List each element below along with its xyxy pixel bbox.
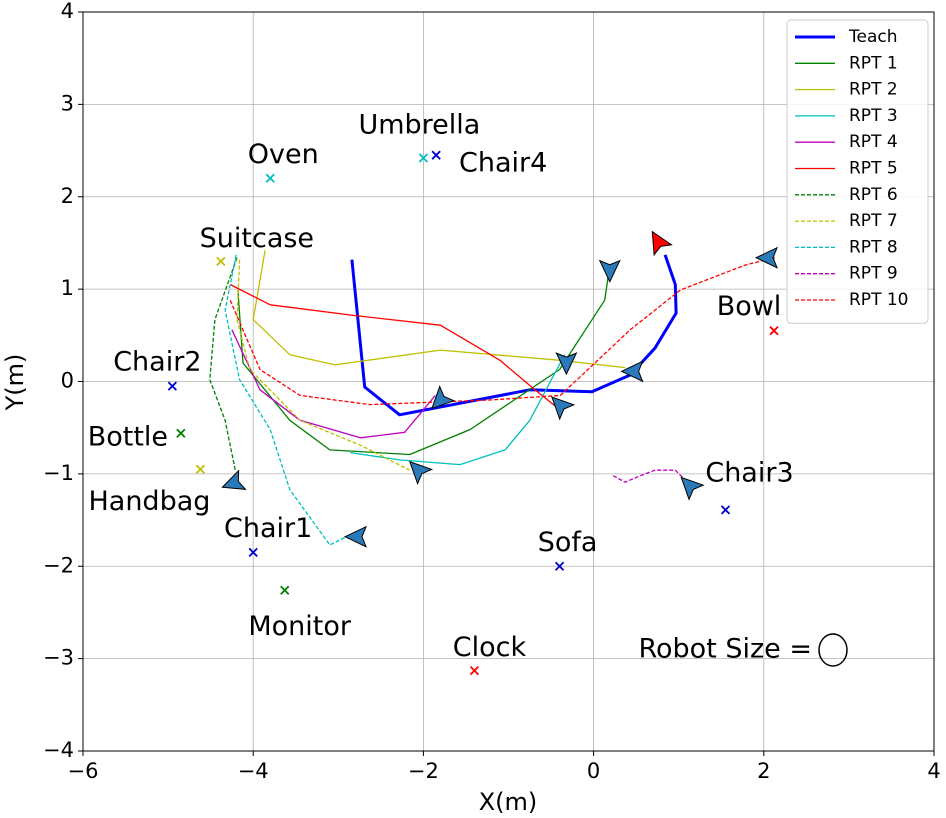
pose-arrow — [551, 396, 576, 421]
object-label: Bottle — [88, 422, 168, 453]
series-line — [209, 257, 238, 471]
series-line — [350, 254, 678, 417]
object-label: Bowl — [717, 291, 782, 322]
object-marker — [176, 428, 186, 438]
object-marker — [265, 173, 275, 183]
object-marker — [431, 150, 441, 160]
x-tick-label: −2 — [408, 759, 439, 783]
series-line — [229, 257, 776, 406]
pose-arrow — [431, 385, 456, 410]
series-line — [224, 254, 351, 546]
y-tick-label: −3 — [43, 646, 74, 670]
object-marker — [216, 256, 226, 267]
object-label: Monitor — [248, 611, 352, 642]
pose-arrow — [555, 352, 578, 376]
pose-arrow — [221, 469, 247, 491]
legend-label: RPT 10 — [849, 290, 908, 310]
object-label: Handbag — [88, 486, 210, 517]
series-lines — [209, 250, 776, 546]
y-tick-label: −2 — [43, 553, 74, 577]
legend-label: RPT 2 — [849, 80, 898, 100]
object-label: Suitcase — [200, 223, 314, 254]
object-marker — [554, 561, 565, 571]
legend-label: RPT 6 — [849, 185, 898, 205]
x-tick-label: 0 — [587, 759, 600, 783]
object-label: Umbrella — [358, 109, 480, 140]
poses — [221, 230, 778, 548]
y-tick-label: 0 — [61, 369, 74, 393]
y-tick-label: 1 — [61, 276, 74, 300]
object-marker — [469, 665, 480, 676]
object-label: Oven — [248, 139, 319, 170]
x-tick-label: −4 — [238, 759, 269, 783]
robot-size-circle — [818, 633, 848, 667]
series-line — [229, 283, 561, 411]
pose-arrow — [620, 360, 644, 383]
pose-arrow — [408, 460, 434, 485]
y-tick-label: 2 — [61, 184, 74, 208]
series-line — [231, 329, 436, 439]
pose-arrow — [343, 525, 367, 548]
object-label: Sofa — [538, 527, 598, 558]
object-label: Chair3 — [705, 457, 793, 488]
pose-arrow — [598, 259, 621, 283]
legend-label: RPT 3 — [849, 106, 898, 126]
y-tick-label: −1 — [43, 461, 74, 485]
object-marker — [280, 585, 290, 595]
x-tick-label: −6 — [68, 759, 99, 783]
objects: Oven Umbrella Chair4 Suitcase Chair2 Bottle Ha… — [88, 109, 794, 676]
series-line — [236, 259, 411, 471]
y-tick-label: 4 — [61, 0, 74, 23]
object-marker — [418, 153, 429, 163]
object-marker — [167, 381, 177, 391]
object-marker — [195, 464, 206, 474]
legend-label: RPT 5 — [849, 159, 898, 179]
y-axis-label: Y(m) — [1, 354, 29, 412]
legend: Teach RPT 1 RPT 2 RPT 3 RPT 4 RPT 5 RPT 6 RPT 7… — [786, 19, 929, 324]
object-label: Chair1 — [224, 513, 312, 544]
y-tick-label: 3 — [61, 91, 74, 115]
x-axis-label: X(m) — [479, 788, 538, 816]
object-marker — [720, 505, 731, 515]
series-line — [237, 265, 611, 456]
robot-size-label: Robot Size = — [638, 634, 812, 665]
object-label: Chair2 — [113, 347, 201, 378]
series-line — [252, 250, 626, 369]
legend-label: RPT 9 — [849, 264, 898, 284]
legend-label: Teach — [848, 27, 898, 47]
legend-label: RPT 8 — [849, 237, 898, 257]
y-tick-label: −4 — [43, 738, 74, 762]
pose-arrow — [754, 246, 778, 269]
pose-arrow — [680, 476, 705, 501]
series-line — [350, 354, 566, 466]
legend-label: RPT 4 — [849, 132, 898, 152]
pose-arrow — [651, 230, 673, 257]
object-marker — [248, 547, 258, 558]
series-line — [612, 469, 686, 483]
x-tick-label: 2 — [757, 759, 770, 783]
legend-label: RPT 7 — [849, 211, 898, 231]
x-tick-label: 4 — [927, 759, 940, 783]
object-marker — [769, 326, 779, 336]
object-label: Clock — [453, 632, 527, 663]
legend-label: RPT 1 — [849, 53, 898, 73]
object-label: Chair4 — [459, 148, 547, 179]
